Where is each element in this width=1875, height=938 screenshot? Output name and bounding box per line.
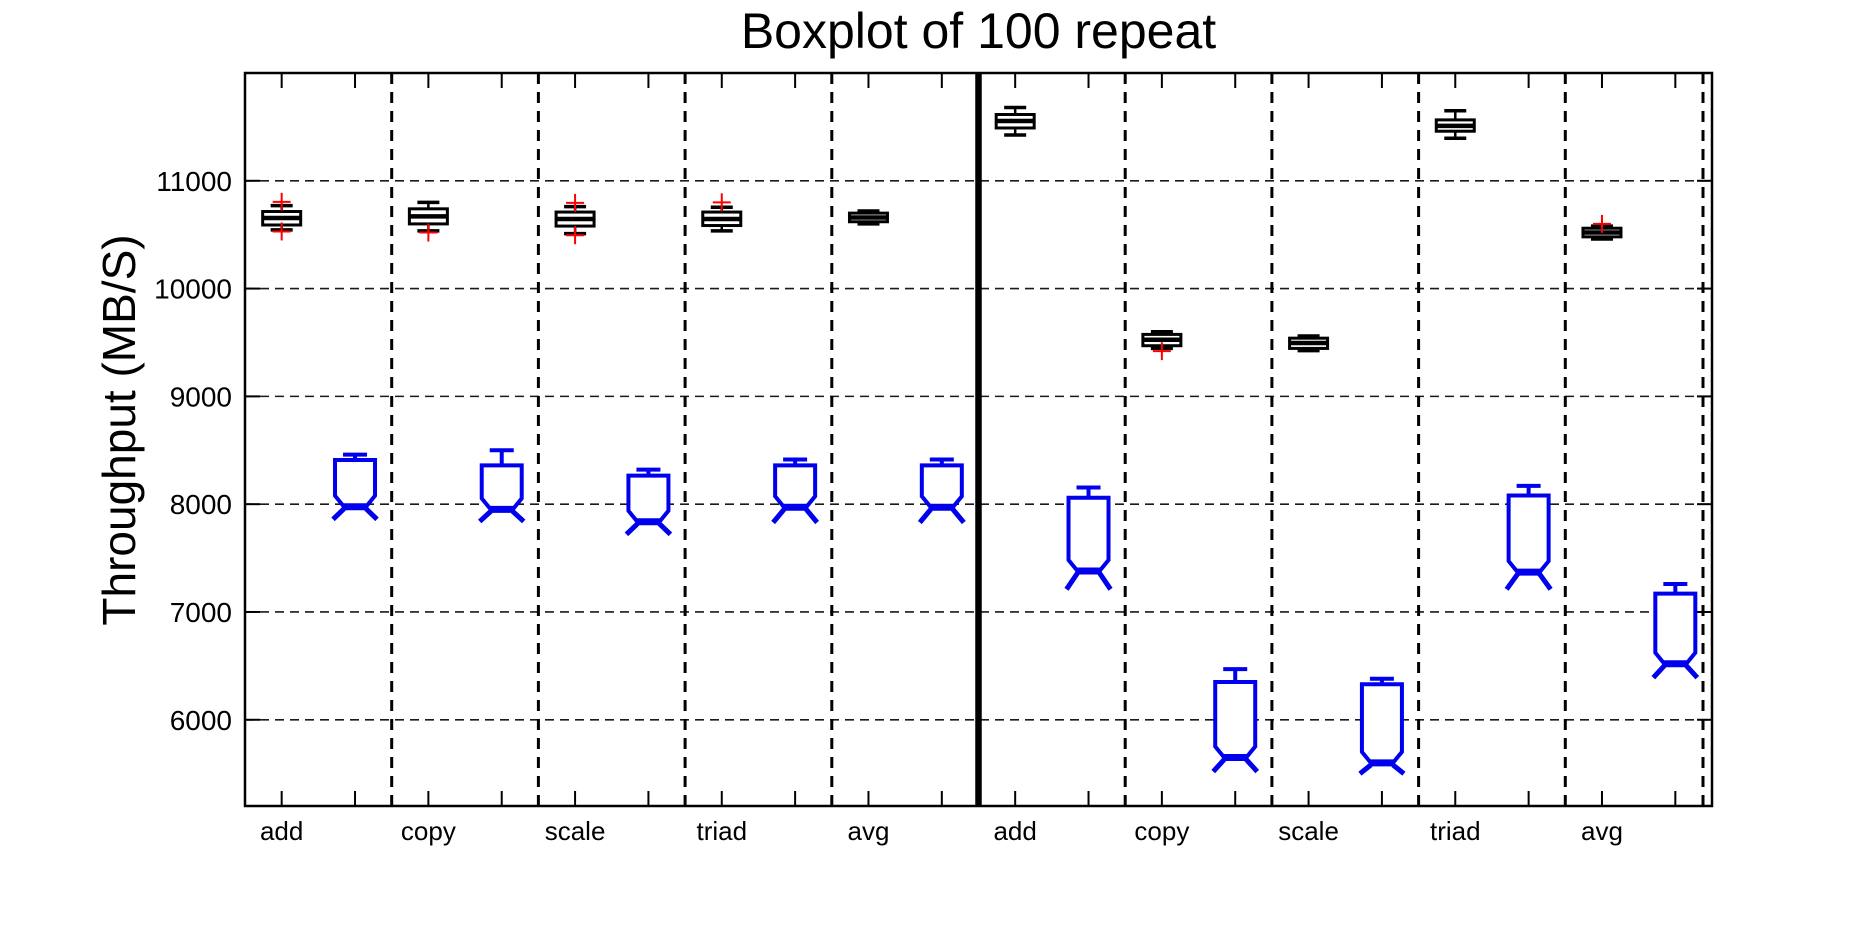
x-tick-label: avg: [1581, 816, 1623, 846]
y-tick-label: 10000: [154, 274, 232, 305]
notch-fold-left: [917, 507, 933, 525]
x-tick-label: add: [993, 816, 1036, 846]
y-tick-label: 11000: [156, 166, 232, 197]
notch-fold-right: [1097, 571, 1113, 591]
boxplot-box-blue-notched: [626, 473, 671, 524]
y-tick-label: 9000: [170, 381, 232, 412]
boxplot-box-blue-notched: [1359, 682, 1404, 765]
notch-fold-right: [1684, 664, 1700, 680]
x-tick-label: scale: [545, 816, 606, 846]
notch-fold-left: [624, 522, 640, 537]
notch-fold-left: [771, 507, 787, 525]
boxplot-box-blue-notched: [773, 463, 818, 510]
boxplot-box-blue-notched: [919, 463, 964, 510]
notch-fold-right: [511, 509, 526, 524]
notch-fold-left: [1064, 571, 1080, 591]
boxplot-box-blue-notched: [1653, 591, 1698, 666]
y-tick-label: 6000: [170, 705, 232, 736]
y-tick-label: 7000: [170, 597, 232, 628]
x-tick-label: add: [260, 816, 303, 846]
notch-fold-right: [1244, 757, 1260, 774]
x-tick-label: triad: [696, 816, 747, 846]
y-tick-label: 8000: [170, 489, 232, 520]
notch-fold-right: [950, 507, 966, 525]
boxplot-box-blue-notched: [333, 457, 378, 509]
x-tick-label: scale: [1278, 816, 1339, 846]
chart-title: Boxplot of 100 repeat: [741, 3, 1216, 59]
plot-border: [243, 71, 1714, 808]
notch-fold-left: [1651, 664, 1667, 680]
notch-fold-right: [657, 522, 673, 537]
boxplot-box-blue-notched: [479, 463, 524, 512]
x-tick-label: copy: [401, 816, 456, 846]
notch-fold-right: [1537, 572, 1553, 591]
notch-fold-left: [1358, 762, 1373, 776]
y-axis-label: Throughput (MB/S): [93, 234, 145, 625]
notch-fold-right: [364, 506, 379, 522]
notch-fold-right: [804, 507, 820, 525]
x-tick-label: avg: [848, 816, 890, 846]
x-tick-label: copy: [1134, 816, 1189, 846]
boxplot-box-blue-notched: [1066, 495, 1111, 574]
notch-fold-left: [478, 509, 493, 524]
notch-fold-left: [1504, 572, 1520, 591]
notch-fold-left: [1211, 757, 1227, 774]
notch-fold-left: [331, 506, 346, 522]
boxplot-box-blue-notched: [1213, 680, 1258, 760]
x-tick-label: triad: [1430, 816, 1481, 846]
notch-fold-right: [1391, 762, 1406, 776]
boxplot-box-blue-notched: [1506, 493, 1551, 575]
